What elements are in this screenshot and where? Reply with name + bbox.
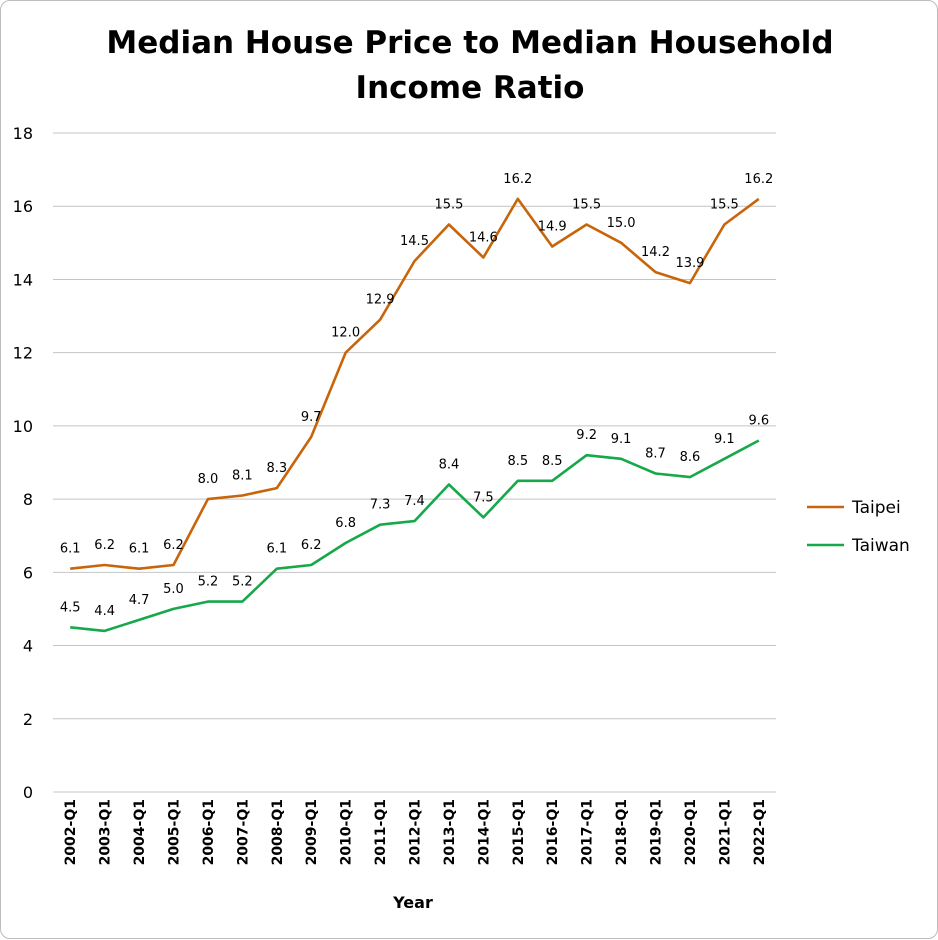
- y-tick-label: 2: [23, 710, 33, 729]
- x-tick-label: 2003-Q1: [98, 799, 114, 865]
- x-tick-label: 2009-Q1: [304, 799, 320, 865]
- legend: Taipei Taiwan: [807, 498, 910, 556]
- data-label: 12.0: [331, 326, 360, 341]
- x-tick-label: 2012-Q1: [408, 799, 424, 865]
- chart-title: Median House Price to Median Household I…: [106, 25, 833, 106]
- data-label: 9.2: [576, 428, 597, 443]
- x-tick-label: 2015-Q1: [511, 799, 527, 865]
- x-tick-label: 2010-Q1: [339, 799, 355, 865]
- x-tick-label: 2019-Q1: [649, 799, 665, 865]
- data-label: 8.5: [507, 454, 528, 469]
- data-label: 9.1: [714, 432, 735, 447]
- x-axis-title: Year: [392, 893, 433, 912]
- y-tick-label: 16: [13, 197, 33, 216]
- data-label: 8.5: [542, 454, 563, 469]
- data-label: 6.2: [301, 538, 322, 553]
- data-label: 6.1: [60, 542, 81, 557]
- y-tick-label: 12: [13, 344, 33, 363]
- data-label: 4.5: [60, 600, 81, 615]
- data-label: 6.8: [335, 516, 356, 531]
- data-label: 15.5: [710, 198, 739, 213]
- data-label: 8.3: [266, 461, 287, 476]
- data-label: 5.2: [198, 575, 219, 590]
- chart-title-line-2: Income Ratio: [356, 70, 585, 106]
- x-tick-label: 2008-Q1: [270, 799, 286, 865]
- chart-title-line-1: Median House Price to Median Household: [106, 25, 833, 61]
- y-tick-label: 6: [23, 563, 33, 582]
- x-tick-label: 2011-Q1: [373, 799, 389, 865]
- data-label: 7.3: [370, 498, 391, 513]
- x-tick-label: 2004-Q1: [132, 799, 148, 865]
- y-tick-label: 18: [13, 124, 33, 143]
- data-label: 7.5: [473, 490, 494, 505]
- series-line-taiwan: [70, 439, 760, 633]
- data-label: 13.9: [675, 256, 704, 271]
- data-label: 12.9: [366, 293, 395, 308]
- y-tick-label: 4: [23, 637, 33, 656]
- series-line-taipei: [70, 197, 760, 571]
- x-tick-label: 2002-Q1: [63, 799, 79, 865]
- data-label: 14.2: [641, 245, 670, 260]
- series-lines: [70, 197, 760, 633]
- data-labels: 6.1 6.2 6.1 6.2 8.0 8.1 8.3 9.7 12.0 12.9 14.5 15.5…: [60, 172, 773, 619]
- y-tick-label: 14: [13, 270, 33, 289]
- data-label: 4.4: [94, 604, 115, 619]
- data-label: 14.5: [400, 234, 429, 249]
- data-label: 8.7: [645, 446, 666, 461]
- y-axis-ticks: 0 2 4 6 8 10 12 14 16 18: [13, 124, 33, 802]
- data-label: 6.2: [163, 538, 184, 553]
- x-tick-label: 2007-Q1: [235, 799, 251, 865]
- data-label: 8.0: [198, 472, 219, 487]
- gridlines: [53, 132, 776, 793]
- data-label: 9.1: [611, 432, 632, 447]
- data-label: 8.1: [232, 468, 253, 483]
- data-label: 14.6: [469, 230, 498, 245]
- y-tick-label: 8: [23, 490, 33, 509]
- data-label: 6.1: [266, 542, 287, 557]
- data-label: 6.1: [129, 542, 150, 557]
- data-label: 14.9: [538, 219, 567, 234]
- data-label: 9.7: [301, 410, 322, 425]
- data-label: 5.2: [232, 575, 253, 590]
- y-tick-label: 0: [23, 783, 33, 802]
- data-label: 15.5: [572, 198, 601, 213]
- x-tick-label: 2018-Q1: [614, 799, 630, 865]
- data-label: 15.0: [607, 216, 636, 231]
- legend-label: Taiwan: [851, 536, 910, 556]
- x-tick-label: 2016-Q1: [545, 799, 561, 865]
- x-tick-label: 2017-Q1: [580, 799, 596, 865]
- data-label: 15.5: [434, 198, 463, 213]
- data-label: 9.6: [748, 414, 769, 429]
- data-label: 16.2: [503, 172, 532, 187]
- x-tick-label: 2013-Q1: [442, 799, 458, 865]
- data-label: 7.4: [404, 494, 425, 509]
- x-tick-label: 2014-Q1: [476, 799, 492, 865]
- x-tick-label: 2020-Q1: [683, 799, 699, 865]
- x-tick-label: 2006-Q1: [201, 799, 217, 865]
- data-label: 8.6: [680, 450, 701, 465]
- legend-label: Taipei: [851, 498, 901, 518]
- data-label: 5.0: [163, 582, 184, 597]
- x-axis-ticks: 2002-Q1 2003-Q1 2004-Q1 2005-Q1 2006-Q1 2007-…: [63, 799, 768, 865]
- data-label: 16.2: [744, 172, 773, 187]
- data-label: 6.2: [94, 538, 115, 553]
- x-tick-label: 2022-Q1: [752, 799, 768, 865]
- data-label: 4.7: [129, 593, 150, 608]
- y-tick-label: 10: [13, 417, 33, 436]
- data-label: 8.4: [439, 457, 460, 472]
- x-tick-label: 2021-Q1: [717, 799, 733, 865]
- x-tick-label: 2005-Q1: [167, 799, 183, 865]
